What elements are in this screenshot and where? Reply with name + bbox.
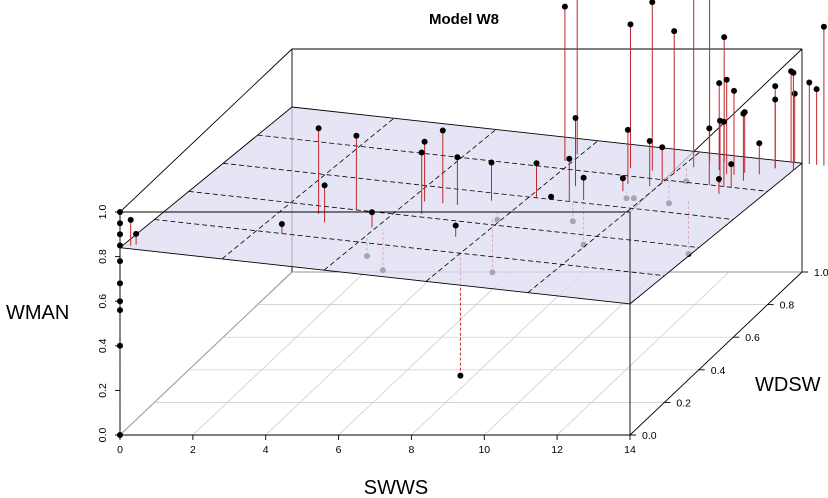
box-edge: [119, 48, 293, 213]
data-point: [624, 126, 631, 133]
data-point: [421, 138, 428, 145]
data-point: [715, 176, 722, 182]
y-axis-tick-label: 0.8: [780, 300, 795, 312]
x-axis-title: SWWS: [364, 477, 428, 498]
data-point: [790, 69, 797, 76]
data-point: [133, 230, 140, 237]
data-point: [127, 216, 134, 223]
data-point: [772, 96, 779, 103]
data-point: [548, 193, 555, 200]
data-point: [772, 83, 779, 90]
data-point: [659, 144, 666, 151]
data-point: [806, 79, 813, 86]
data-point: [315, 125, 322, 132]
plane-grid-line: [221, 117, 395, 260]
box-edge: [629, 271, 803, 436]
data-point: [533, 160, 540, 167]
y-axis-title: WDSW: [755, 374, 821, 396]
floor-grid-line: [338, 271, 511, 436]
data-point: [619, 175, 626, 182]
data-point: [728, 161, 735, 168]
z-axis-tick-label: 0.2: [97, 383, 109, 398]
data-point: [723, 76, 730, 83]
data-point: [454, 154, 461, 161]
plane-grid-line: [223, 162, 734, 220]
data-point: [720, 118, 727, 125]
data-point: [278, 221, 285, 227]
floor-grid-line: [411, 271, 584, 436]
data-point: [580, 174, 587, 181]
data-point: [646, 138, 653, 144]
data-point: [813, 86, 820, 93]
data-point: [561, 3, 568, 10]
z-axis-tick-label: 0.4: [97, 338, 109, 353]
data-point: [452, 222, 459, 229]
data-point: [649, 0, 656, 6]
data-point: [706, 125, 713, 132]
data-point: [820, 23, 827, 30]
y-axis-tick-label: 0.4: [711, 365, 726, 377]
x-axis-tick-label: 6: [336, 444, 342, 456]
data-point: [353, 132, 360, 139]
plane-grid-line: [323, 129, 497, 271]
data-point: [572, 115, 579, 121]
plane-grid-line: [188, 191, 699, 248]
z-axis-tick-label: 0.8: [97, 249, 109, 264]
y-axis-tick-label: 0.2: [676, 397, 691, 409]
data-point: [716, 80, 723, 87]
floor-grid-line: [265, 271, 438, 436]
x-axis-tick-label: 8: [408, 444, 414, 456]
plane-grid-line: [527, 151, 701, 293]
floor-grid-line: [556, 271, 730, 436]
floor-grid-line: [192, 271, 366, 436]
x-axis-tick-label: 2: [190, 444, 196, 456]
data-point: [740, 110, 747, 117]
plane-grid-line: [257, 134, 768, 192]
x-axis-tick-label: 12: [551, 444, 563, 456]
x-axis-tick-label: 10: [478, 444, 490, 456]
data-point: [321, 182, 328, 189]
z-axis-tick-label: 0.0: [97, 428, 109, 443]
data-point: [439, 127, 446, 134]
y-axis-tick-label: 1.0: [814, 267, 828, 279]
data-point: [627, 21, 634, 28]
data-point: [418, 149, 425, 156]
regression-plane: [118, 106, 804, 305]
x-axis-tick-label: 4: [263, 444, 269, 456]
data-point: [756, 140, 763, 147]
residuals-above-plane: [117, 0, 827, 249]
y-axis-tick-label: 0.0: [642, 430, 657, 442]
data-point: [566, 155, 573, 162]
floor-grid-line: [119, 271, 293, 436]
chart-title: Model W8: [429, 11, 499, 28]
data-point: [721, 34, 728, 41]
front-box-edges: [119, 211, 803, 436]
x-axis-tick-label: 0: [117, 444, 123, 456]
floor-grid: [119, 271, 803, 436]
y-axis-tick-label: 0.6: [745, 332, 760, 344]
x-axis-tick-label: 14: [624, 444, 636, 456]
data-point: [791, 90, 798, 97]
data-point: [457, 372, 464, 379]
data-point: [671, 28, 678, 35]
data-point: [488, 159, 495, 166]
z-axis-tick-label: 1.0: [97, 205, 109, 220]
regression-plane-surface: [118, 106, 804, 305]
plane-grid-line: [154, 219, 665, 277]
data-point: [731, 87, 737, 94]
z-axis-title: WMAN: [6, 302, 69, 324]
axis-ticks: 0 2 4 6 8 10 12 14 0.0 0.2 0.4 0.6 0.8 1.0 0.0 0.2 0.4 0.…: [97, 205, 828, 456]
z-axis-tick-label: 0.6: [97, 294, 109, 309]
